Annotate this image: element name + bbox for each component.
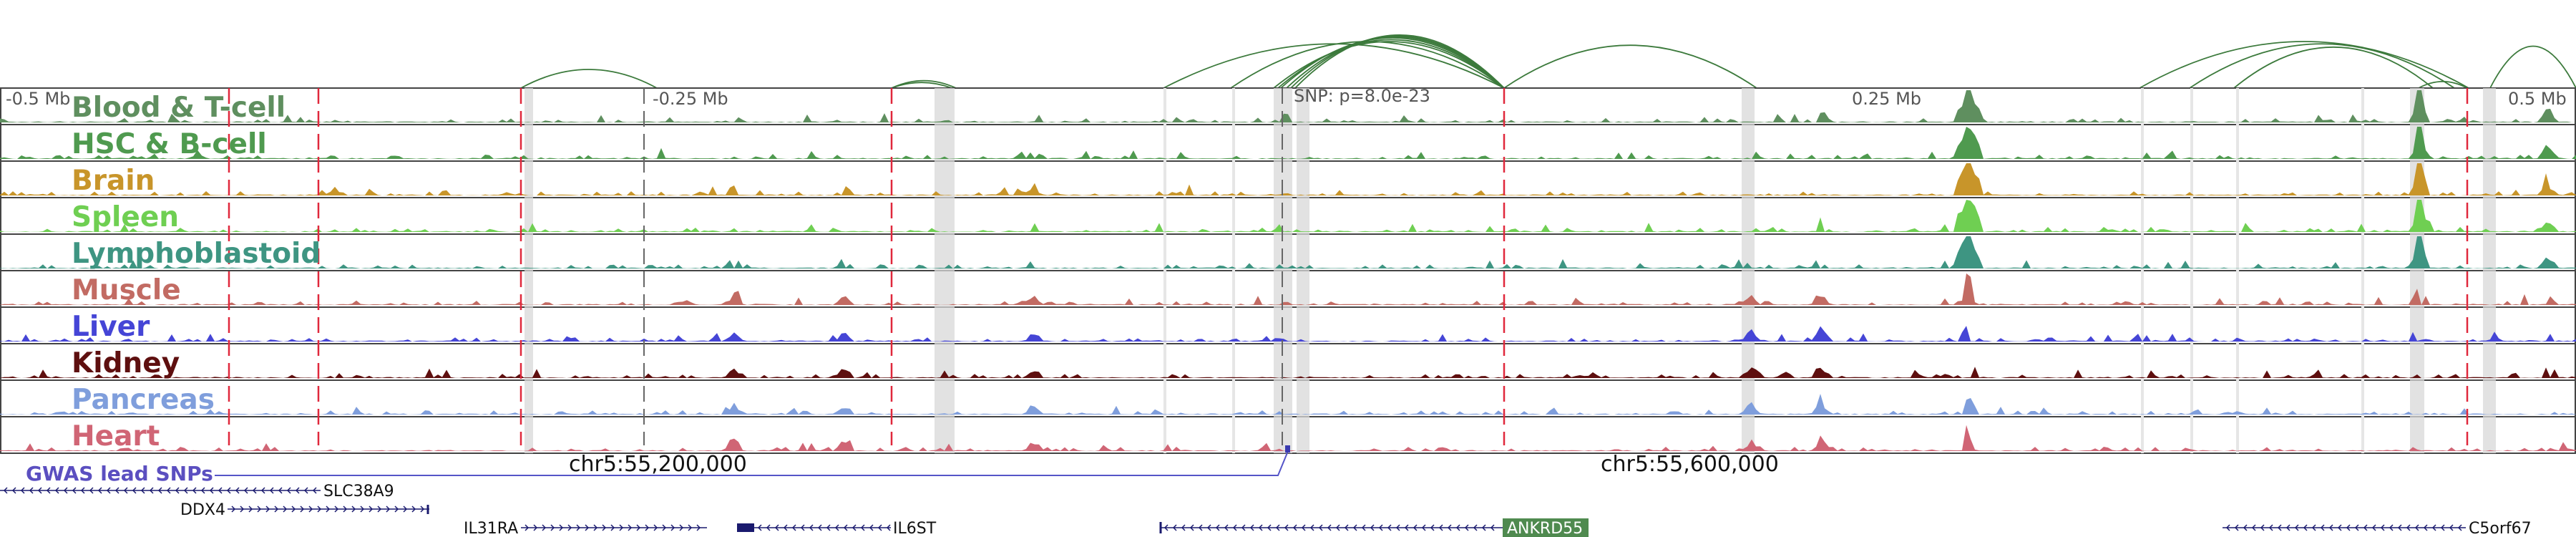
track-label-lymphoblastoid: Lymphoblastoid <box>72 238 321 270</box>
track-label-hsc-b-cell: HSC & B-cell <box>72 128 267 160</box>
signal-heart <box>0 425 2576 451</box>
coordinate-right-label: chr5:55,600,000 <box>1601 452 1779 477</box>
interaction-arc <box>891 79 957 89</box>
interaction-arc <box>520 69 658 89</box>
highlight-band <box>1232 88 1235 453</box>
track-label-liver: Liver <box>72 311 150 343</box>
gene-ankrd55-highlight <box>1503 518 1589 537</box>
enhancer-lines <box>228 88 2469 445</box>
signal-liver <box>0 326 2576 342</box>
gene-il6st: IL6ST <box>893 520 937 537</box>
gene-il31ra: IL31RA <box>464 520 518 537</box>
gene-ddx4: DDX4 <box>180 501 225 519</box>
highlight-band <box>2236 88 2239 453</box>
interaction-arc <box>1294 34 1505 89</box>
track-label-muscle: Muscle <box>72 274 181 306</box>
gene-ankrd55-strand-arrows <box>1163 524 1495 531</box>
interaction-arc <box>2139 41 2469 89</box>
highlight-band <box>525 88 533 453</box>
coordinate-left-label: chr5:55,200,000 <box>569 452 747 477</box>
track-label-heart: Heart <box>72 420 160 453</box>
highlight-band <box>2190 88 2193 453</box>
signal-spleen <box>0 200 2576 232</box>
signal-tracks <box>0 90 2576 451</box>
highlight-band <box>2361 88 2364 453</box>
gwas-snp-connector <box>215 450 1289 476</box>
track-label-blood-t-cell: Blood & T-cell <box>72 92 286 124</box>
interaction-arc <box>1273 41 1505 89</box>
interaction-arc <box>1230 41 1505 89</box>
highlight-band <box>2141 88 2144 453</box>
gwas-snp-marker <box>1285 445 1290 453</box>
gene-slc38a9-strand-arrows <box>3 487 317 494</box>
track-labels: Blood & T-cell HSC & B-cell Brain Spleen Lym… <box>72 92 321 453</box>
highlight-band <box>935 88 955 453</box>
gene-slc38a9: SLC38A9 <box>323 483 394 500</box>
gene-c5orf67: C5orf67 <box>2469 520 2532 537</box>
highlight-band <box>2483 88 2496 453</box>
interaction-arc <box>1286 36 1505 89</box>
highlight-band <box>1297 88 1309 453</box>
interaction-arc <box>2189 43 2455 89</box>
signal-kidney <box>0 367 2576 378</box>
gene-ddx4-strand-arrows <box>231 505 425 513</box>
scale-mid-left-label: -0.25 Mb <box>653 89 728 109</box>
interaction-arc <box>2418 81 2468 89</box>
track-label-kidney: Kidney <box>72 347 180 379</box>
signal-blood-t-cell <box>0 90 2576 122</box>
highlight-band <box>1742 88 1755 453</box>
interaction-arc <box>1503 44 1757 89</box>
gene-il31ra-strand-arrows <box>525 524 701 531</box>
scale-mid-right-label: 0.25 Mb <box>1852 89 1921 109</box>
interaction-arc <box>1280 37 1505 89</box>
scale-left-label: -0.5 Mb <box>6 89 70 109</box>
interaction-arc <box>2233 47 2434 89</box>
gene-ankrd55: ANKRD55 <box>1507 520 1583 537</box>
signal-hsc-b-cell <box>0 127 2576 159</box>
track-label-spleen: Spleen <box>72 201 179 233</box>
track-label-pancreas: Pancreas <box>72 384 215 416</box>
gene-track <box>0 487 2466 533</box>
interaction-arc <box>1290 35 1505 89</box>
gene-il6st-exon <box>737 523 754 532</box>
scale-right-label: 0.5 Mb <box>2508 89 2567 109</box>
highlight-band <box>1163 88 1166 453</box>
highlight-bands <box>525 88 2496 453</box>
interaction-arc <box>2489 45 2576 89</box>
interaction-arcs <box>520 34 2576 89</box>
gene-c5orf67-strand-arrows <box>2225 524 2462 531</box>
snp-pvalue-label: SNP: p=8.0e-23 <box>1294 86 1430 106</box>
gwas-lead-snps-label: GWAS lead SNPs <box>26 462 213 485</box>
track-label-brain: Brain <box>72 165 155 197</box>
